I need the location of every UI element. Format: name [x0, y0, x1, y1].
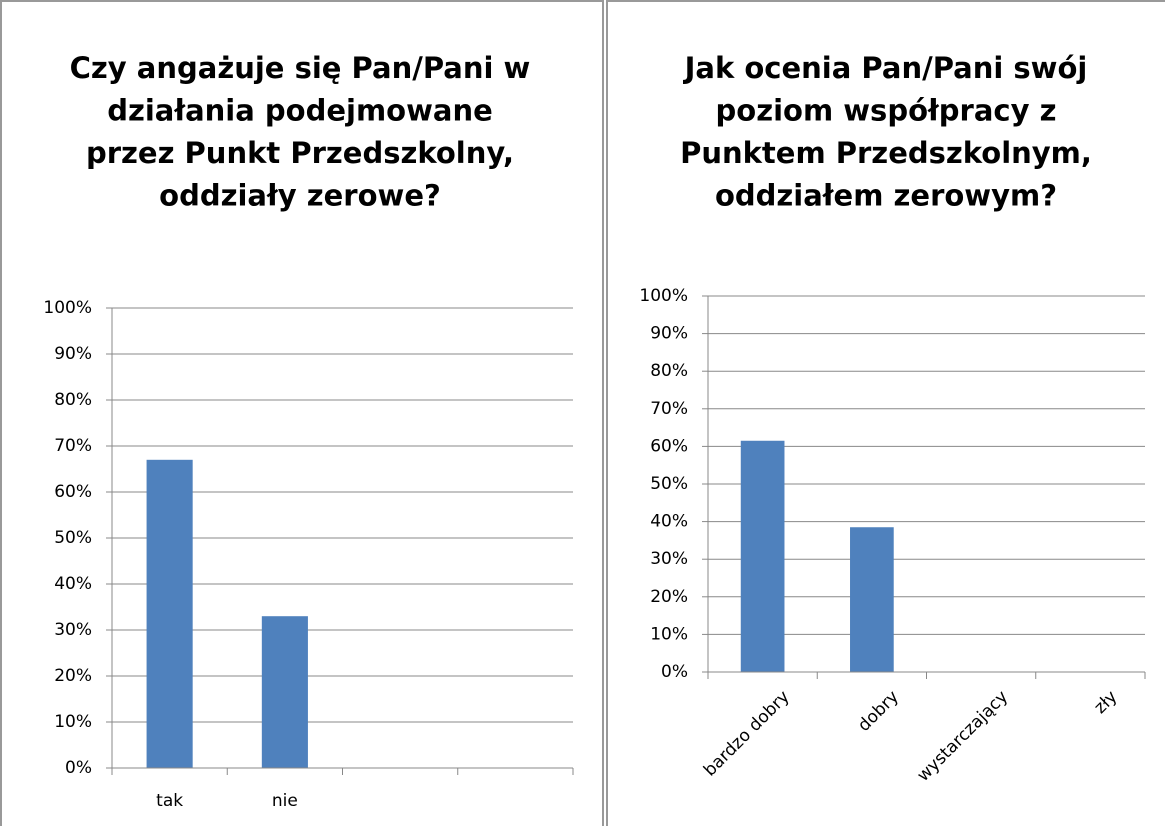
x-tick-label: tak — [156, 791, 183, 811]
y-tick-label: 100% — [43, 298, 92, 318]
y-tick-label: 60% — [54, 482, 92, 502]
bar — [740, 440, 785, 672]
x-tick-label: bardzo dobry — [700, 687, 794, 781]
chart-title: Jak ocenia Pan/Pani swój — [683, 51, 1088, 85]
y-tick-label: 0% — [661, 662, 688, 682]
right-panel — [606, 0, 1165, 826]
x-tick-label: zły — [1090, 687, 1121, 718]
y-tick-label: 30% — [54, 620, 92, 640]
y-tick-label: 50% — [54, 528, 92, 548]
bar — [850, 527, 894, 672]
y-tick-label: 20% — [54, 666, 92, 686]
y-tick-label: 90% — [54, 344, 92, 364]
chart-title: Czy angażuje się Pan/Pani w — [70, 51, 531, 85]
x-tick-label: wystarczający — [913, 687, 1012, 786]
chart-title: Punktem Przedszkolnym, — [680, 136, 1092, 170]
chart-title: działania podejmowane — [107, 94, 493, 128]
y-tick-label: 20% — [650, 587, 688, 607]
y-tick-label: 60% — [650, 436, 688, 456]
y-tick-label: 100% — [639, 286, 688, 306]
y-tick-label: 40% — [650, 512, 688, 532]
y-tick-label: 70% — [54, 436, 92, 456]
chart-title: przez Punkt Przedszkolny, — [86, 136, 514, 170]
y-tick-label: 80% — [650, 361, 688, 381]
chart-title: oddziałem zerowym? — [715, 179, 1057, 213]
chart-title: poziom współpracy z — [716, 94, 1057, 128]
bar — [146, 459, 193, 768]
y-tick-label: 80% — [54, 390, 92, 410]
y-tick-label: 10% — [54, 712, 92, 732]
y-tick-label: 0% — [65, 758, 92, 778]
x-tick-label: dobry — [854, 687, 903, 736]
y-tick-label: 10% — [650, 624, 688, 644]
chart-title: oddziały zerowe? — [159, 179, 441, 213]
x-tick-label: nie — [272, 791, 298, 811]
y-tick-label: 40% — [54, 574, 92, 594]
y-tick-label: 30% — [650, 549, 688, 569]
y-tick-label: 50% — [650, 474, 688, 494]
y-tick-label: 90% — [650, 324, 688, 344]
y-tick-label: 70% — [650, 399, 688, 419]
bar — [261, 616, 308, 768]
left-panel — [0, 0, 604, 826]
